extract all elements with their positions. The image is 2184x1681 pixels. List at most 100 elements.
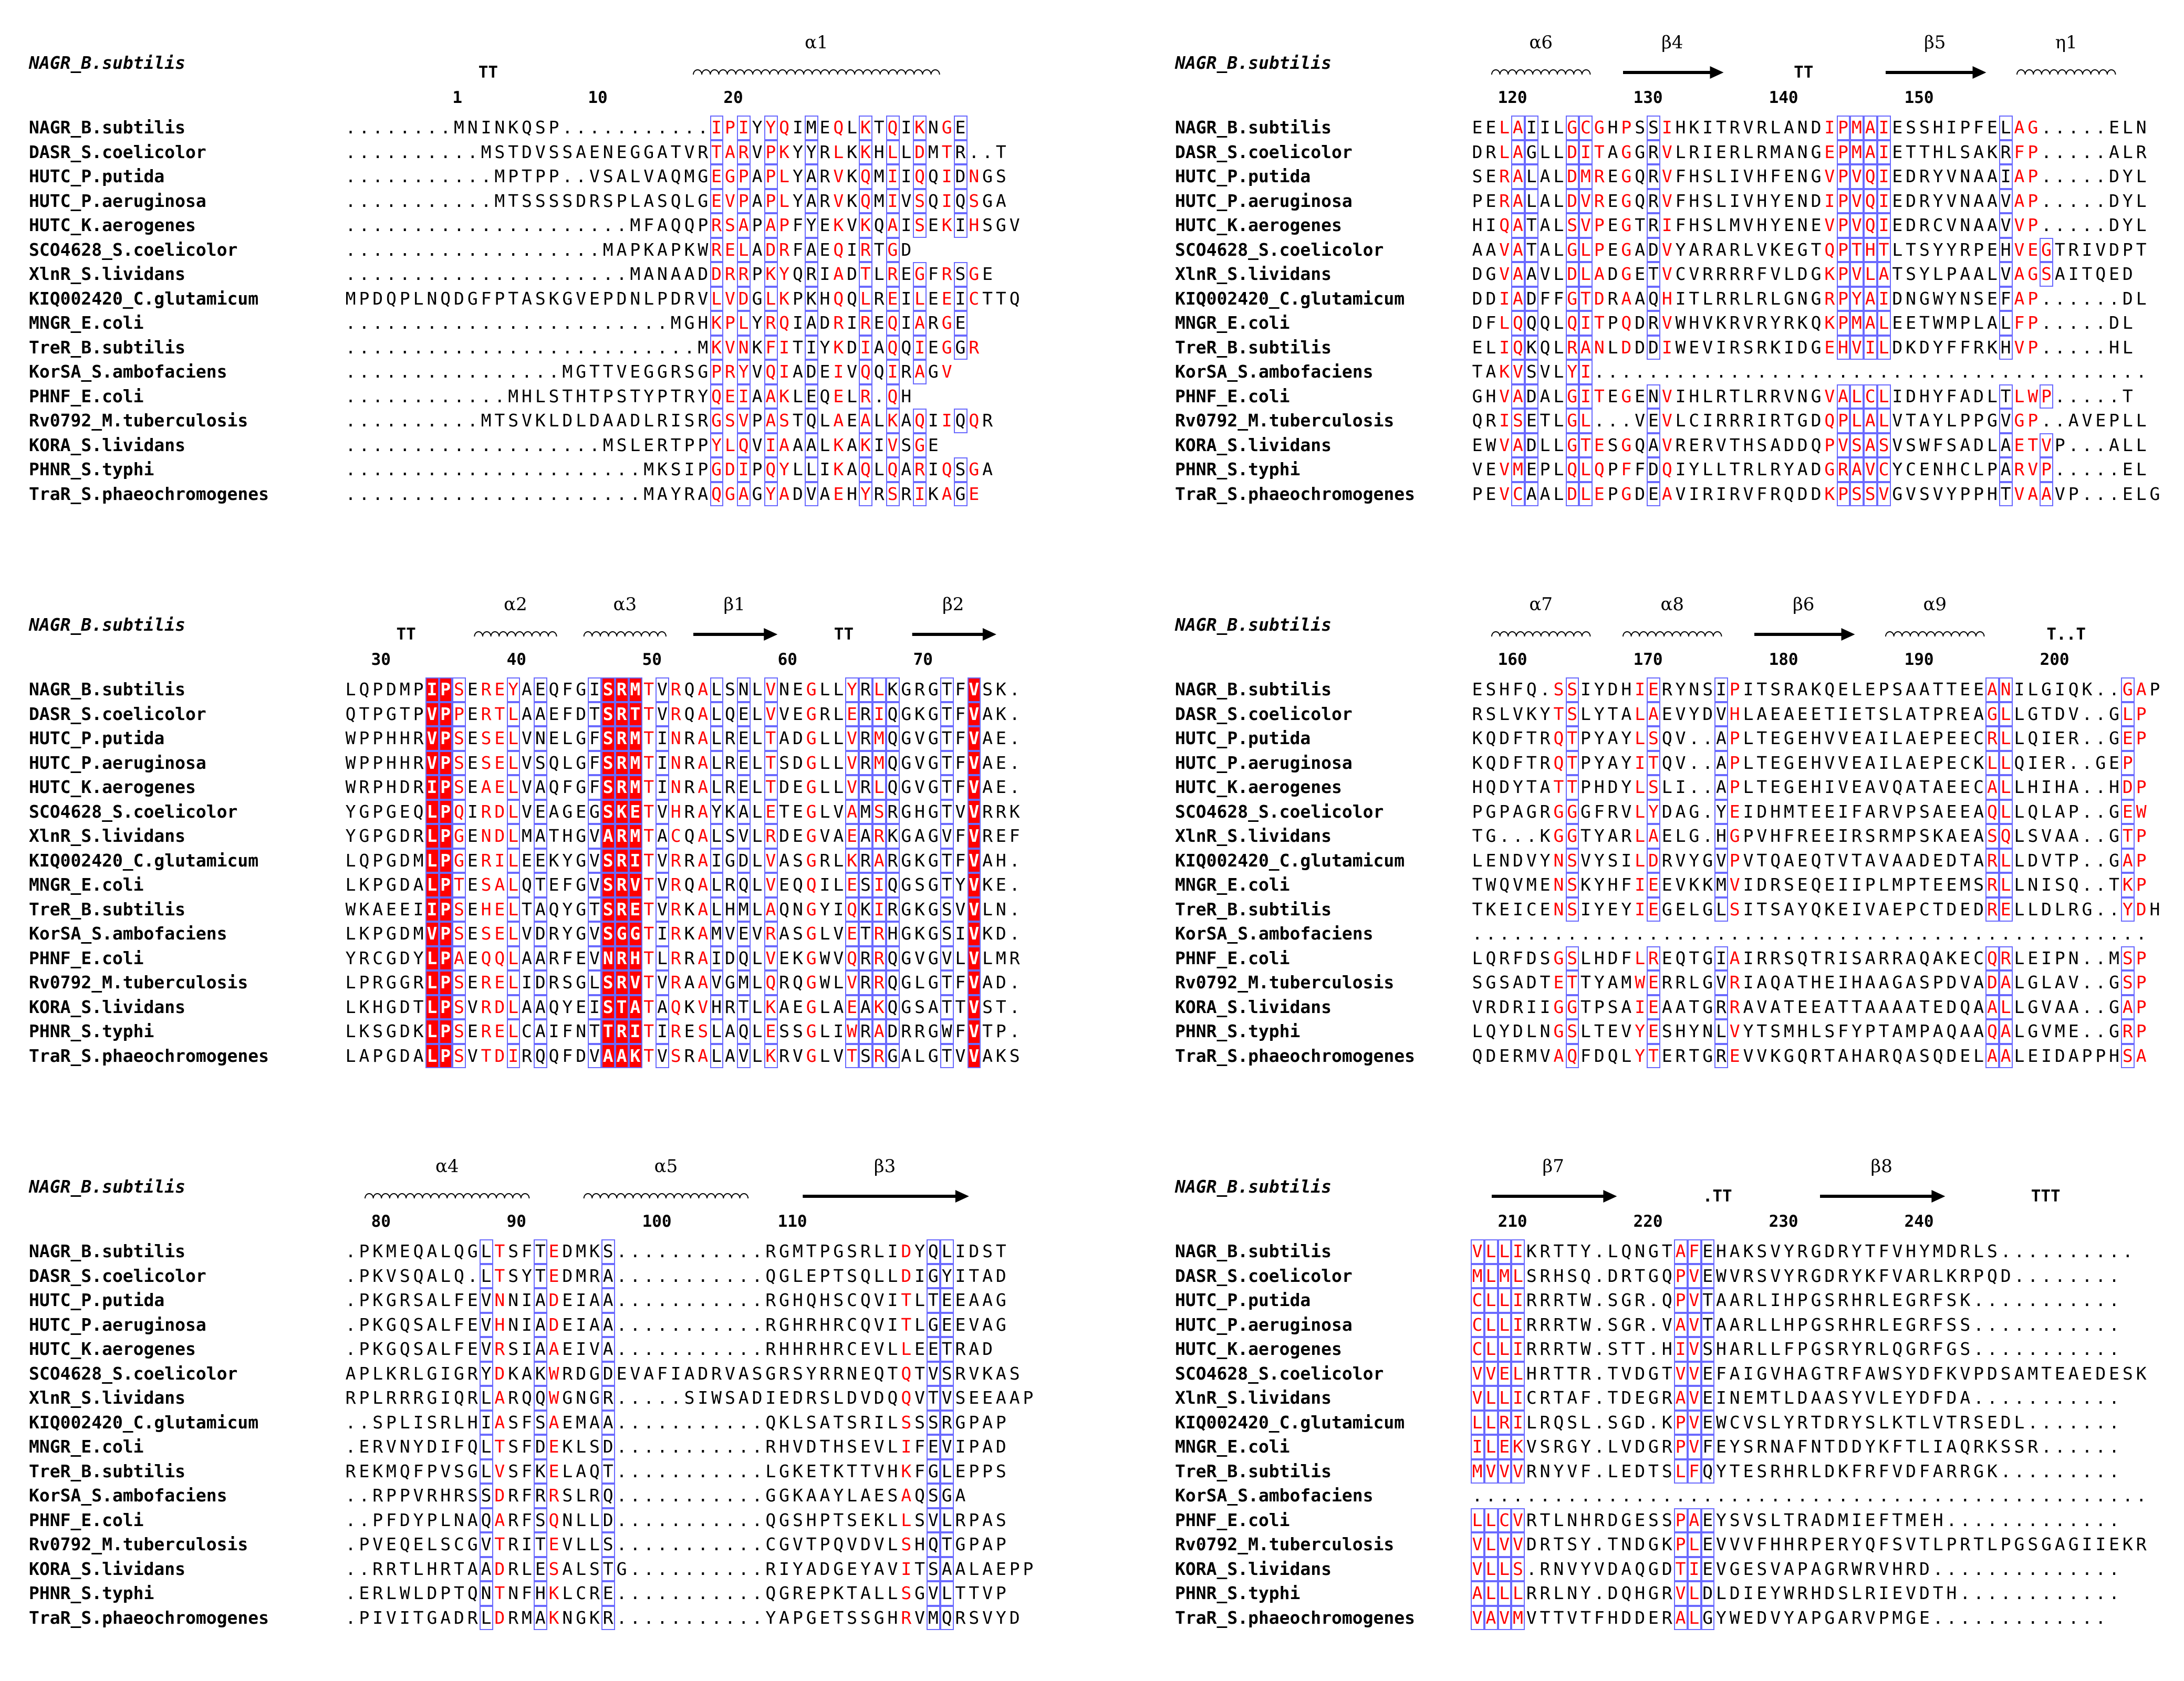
species-name: KORA_S.lividans [29, 1558, 186, 1579]
alignment-row: Rv0792_M.tuberculosis L P R G G R L P S E R E L I D R S G L… [29, 970, 1079, 995]
ruler-tick-label: 130 [1633, 88, 1663, 107]
species-name: HUTC_P.aeruginosa [29, 752, 206, 773]
ss-element-strand: β1 [693, 594, 778, 641]
ruler-tick-label: 1 [452, 88, 463, 107]
ss-label: β1 [723, 594, 745, 615]
ruler-tick-label: 60 [777, 650, 797, 669]
species-name: MNGR_E.coli [29, 874, 144, 895]
species-name: KorSA_S.ambofaciens [1175, 923, 1374, 944]
species-name: Rv0792_M.tuberculosis [29, 410, 248, 431]
alignment-row: KIQ002420_C.glutamicum L L R I L R Q S L. S G D. K P V E… [1175, 1411, 2184, 1435]
ss-label: α8 [1660, 594, 1684, 615]
alignment-row: KIQ002420_C.glutamicum .. S P L I S R L H I A S F S A E M… [29, 1411, 1079, 1435]
ss-label: β3 [874, 1156, 896, 1177]
alignment-row: XlnR_S.lividans ..................... M A N A… [29, 262, 1079, 287]
reference-label: NAGR_B.subtilis [1175, 53, 1332, 73]
ruler-tick-label: 150 [1904, 88, 1934, 107]
alignment-row: TreR_B.subtilis E L I Q K Q L R A N L D D D I W E V I R S R K I D… [1175, 336, 2184, 360]
ss-label: β4 [1661, 32, 1683, 53]
alignment-row: HUTC_P.aeruginosa ........... M T S S S S D R S P L A… [29, 189, 1079, 214]
ss-element-strand: β6 [1754, 594, 1855, 641]
species-name: HUTC_P.aeruginosa [1175, 190, 1353, 211]
species-name: PHNF_E.coli [29, 1509, 144, 1530]
helix-coil [365, 1193, 530, 1199]
alignment-block: NAGR_B.subtilis TT α1 1 10 20 NAGR_B.subtilis.… [29, 32, 1079, 557]
species-name: XlnR_S.lividans [29, 826, 186, 846]
alignment-block: NAGR_B.subtilis α6 β4 TT β5 η1 120 130 140 150 NAG… [1175, 32, 2184, 557]
alignment-block: NAGR_B.subtilis β7 .TT β8 TTT 210 220 230 240 NAG… [1175, 1155, 2184, 1680]
helix-coil [1885, 631, 1985, 637]
alignment-row: HUTC_K.aerogenes W R P H D R I P S E A E L V A Q F G F S R M T I… [29, 775, 1079, 800]
ruler-tick-label: 20 [723, 88, 743, 107]
ss-element-tt: .TT [1703, 1187, 1732, 1206]
position-ruler: 210 220 230 240 [1471, 1212, 2184, 1233]
ss-element-strand: β5 [1886, 32, 1987, 79]
species-name: HUTC_P.putida [1175, 728, 1311, 748]
alignment-row: KORA_S.lividans L K H G D T L P S V R D L A A Q Y E I S T A T A Q… [29, 995, 1079, 1019]
species-name: PHNR_S.typhi [29, 1021, 154, 1041]
alignment-row: Rv0792_M.tuberculosis . P V E Q E L S C G V T R I T E V L L… [29, 1532, 1079, 1557]
ruler-tick-label: 240 [1904, 1212, 1934, 1231]
secondary-structure-track: β7 .TT β8 TTT [1492, 1156, 2061, 1206]
ruler-tick-label: 230 [1769, 1212, 1798, 1231]
species-name: DASR_S.coelicolor [1175, 141, 1353, 162]
alignment-row: PHNF_E.coli Y R C G D Y L P A E Q Q L A A R F E V N R H T L R R A I D… [29, 946, 1079, 970]
species-name: PHNF_E.coli [29, 385, 144, 406]
ss-element-strand: β3 [803, 1156, 969, 1203]
alignment-row: KIQ002420_C.glutamicum L E N D V Y N S V Y S I L D R V Y G… [1175, 849, 2184, 873]
species-name: DASR_S.coelicolor [1175, 703, 1353, 724]
alignment-row: DASR_S.coelicolor M L M L S R H S Q. D R T G Q P V E W V R S V… [1175, 1264, 2184, 1289]
ss-element-tt: T..T [2046, 625, 2086, 644]
species-name: DASR_S.coelicolor [29, 141, 206, 162]
reference-label: NAGR_B.subtilis [29, 614, 186, 635]
helix-coil [1623, 631, 1722, 637]
alignment-row: DASR_S.coelicolor D R L A G L L D I T A G G R V L R I E R L R M… [1175, 140, 2184, 165]
ss-element-helix: η1 [2016, 32, 2116, 75]
strand-arrow-head [1931, 1190, 1946, 1203]
alignment-row: MNGR_E.coli L K P G D A L P T E S A L Q T E F G V S R V T V R Q A L R… [29, 873, 1079, 897]
alignment-row: HUTC_P.putida . P K G R S A L F E V N N I A D E I A A.......… [29, 1288, 1079, 1313]
species-name: HUTC_P.putida [29, 1290, 165, 1310]
ss-label: β6 [1793, 594, 1814, 615]
ruler-tick-label: 100 [642, 1212, 672, 1231]
species-name: Rv0792_M.tuberculosis [1175, 410, 1395, 431]
species-name: XlnR_S.lividans [29, 264, 186, 284]
species-name: Rv0792_M.tuberculosis [1175, 972, 1395, 993]
species-name: SCO4628_S.coelicolor [1175, 801, 1384, 822]
alignment-row: PHNR_S.typhi . E R L W L D P T Q N T N F H K L C R E........… [29, 1581, 1079, 1606]
helix-coil [474, 631, 557, 637]
ruler-tick-label: 160 [1497, 650, 1527, 669]
alignment-row: PHNR_S.typhi V E V M E P L Q L Q P F F D Q I Y L L T R L R Y A D G R… [1175, 457, 2184, 482]
species-name: DASR_S.coelicolor [29, 1265, 206, 1286]
alignment-row: XlnR_S.lividans V L L I C R T A F. T D E G R A V E I N E M T L D… [1175, 1386, 2184, 1411]
alignment-row: TraR_S.phaeochromogenes . P I V I T G A D R L D R M A K N… [29, 1606, 1079, 1631]
species-name: PHNF_E.coli [1175, 947, 1290, 968]
alignment-row: MNGR_E.coli . E R V N Y D I F Q L T S F D E K L S D.........… [29, 1435, 1079, 1459]
alignment-row: DASR_S.coelicolor .......... M S T D V S S A E N E G G… [29, 140, 1079, 165]
species-name: MNGR_E.coli [1175, 874, 1290, 895]
species-name: KorSA_S.ambofaciens [29, 923, 227, 944]
ruler-tick-label: 180 [1769, 650, 1798, 669]
species-name: PHNR_S.typhi [29, 459, 154, 479]
ss-label: β7 [1543, 1156, 1564, 1177]
alignment-row: KORA_S.lividans ................... M S L E R T… [29, 433, 1079, 458]
